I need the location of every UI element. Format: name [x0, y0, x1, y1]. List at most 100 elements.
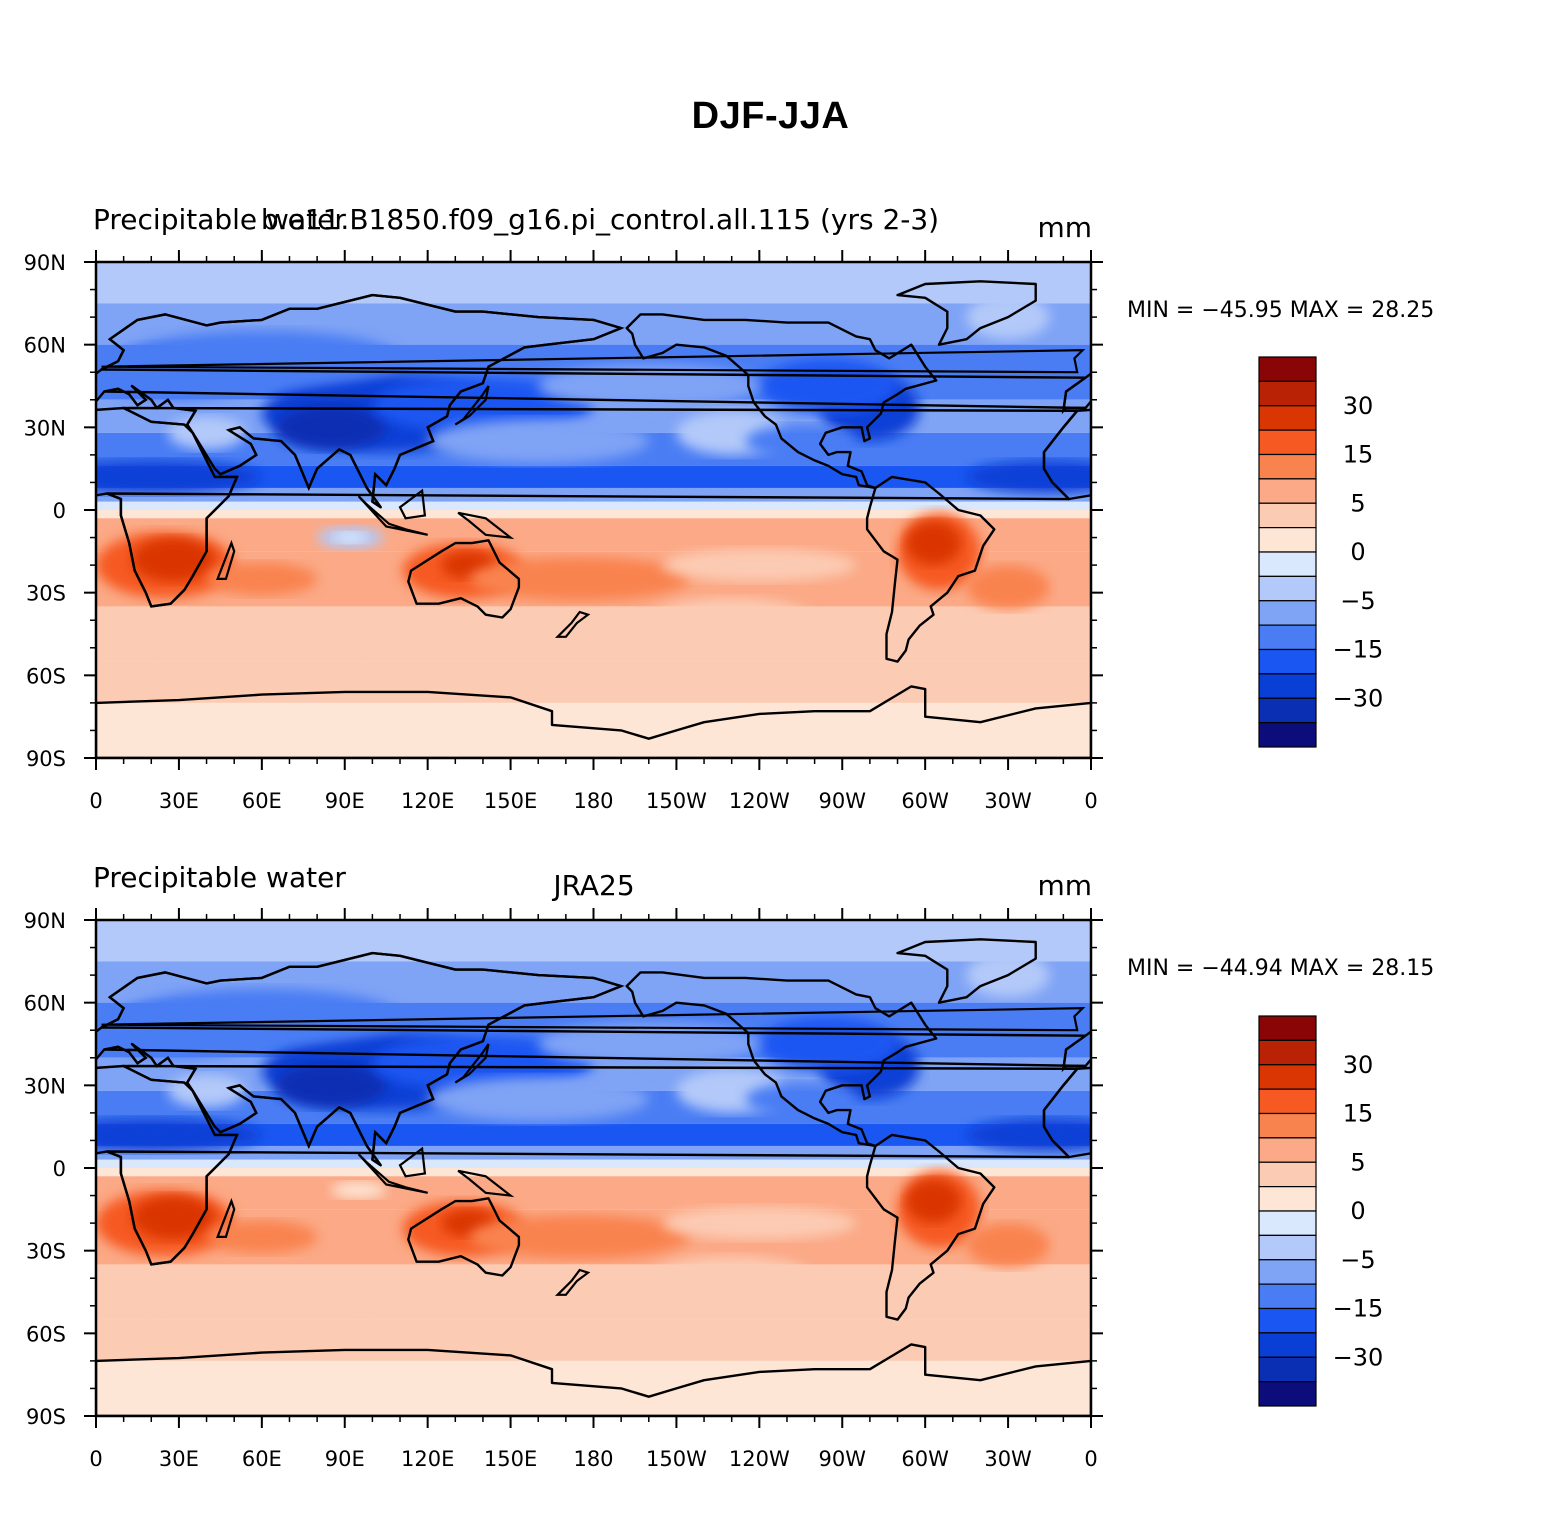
x-tick-label: 30W	[984, 789, 1032, 813]
y-tick-label: 30N	[24, 1074, 66, 1098]
x-tick-label: 0	[89, 1447, 102, 1471]
colorbar-label: −30	[1333, 1343, 1384, 1371]
y-tick-label: 60S	[26, 1322, 66, 1346]
colorbar-swatch	[1258, 429, 1317, 456]
colorbar-swatch	[1258, 1234, 1317, 1261]
x-tick-label: 150W	[646, 1447, 707, 1471]
x-tick-label: 120E	[401, 789, 454, 813]
colorbar-label: −15	[1333, 636, 1384, 664]
x-tick-label: 60W	[901, 1447, 949, 1471]
colorbar-swatch	[1258, 648, 1317, 675]
panel-variable-label: Precipitable water	[93, 203, 346, 236]
panel-case-label: b.e11.B1850.f09_g16.pi_control.all.115 (…	[261, 203, 939, 236]
panel-model: Precipitable water b.e11.B1850.f09_g16.p…	[24, 203, 1435, 813]
y-tick-label: 30S	[26, 1240, 66, 1264]
colorbar-label: −5	[1340, 587, 1375, 615]
y-tick-label: 60N	[24, 334, 66, 358]
x-tick-label: 120W	[729, 1447, 790, 1471]
x-tick-label: 90E	[325, 1447, 365, 1471]
colorbar-label: 5	[1350, 1148, 1365, 1176]
colorbar-swatch	[1258, 1137, 1317, 1163]
y-tick-label: 90N	[24, 251, 66, 275]
colorbar-swatch	[1258, 1210, 1317, 1236]
colorbar-swatch	[1258, 453, 1317, 480]
x-tick-label: 180	[573, 1447, 613, 1471]
map-area	[94, 918, 1093, 1418]
colorbar-swatch	[1258, 380, 1317, 407]
colorbar-swatch	[1258, 1381, 1317, 1407]
x-tick-label: 60W	[901, 789, 949, 813]
colorbar-swatch	[1258, 1161, 1317, 1188]
x-tick-label: 0	[1084, 789, 1097, 813]
y-tick-label: 90N	[24, 909, 66, 933]
colorbar-label: 5	[1350, 489, 1365, 517]
y-tick-label: 30N	[24, 416, 66, 440]
min-max-readout: MIN = −44.94 MAX = 28.15	[1127, 956, 1434, 981]
colorbar-swatch	[1258, 1283, 1317, 1310]
page-title: DJF-JJA	[691, 95, 850, 137]
y-tick-label: 60S	[26, 664, 66, 688]
map-axes: 0 30E 60E 90E 120E 150E 180 150W 120W 90W 60W 30W 0 9…	[24, 250, 1103, 813]
colorbar-swatch	[1258, 527, 1317, 553]
colorbar-swatch	[1258, 1112, 1317, 1139]
colorbar-swatch	[1258, 600, 1317, 626]
y-tick-label: 90S	[26, 1405, 66, 1429]
colorbar-label: −30	[1333, 684, 1384, 712]
x-tick-label: 150E	[484, 1447, 537, 1471]
x-tick-label: 180	[573, 789, 613, 813]
colorbar-swatch	[1258, 1064, 1317, 1090]
colorbar-swatch	[1258, 1356, 1317, 1383]
x-tick-label: 90W	[819, 1447, 867, 1471]
colorbar-label: 30	[1343, 1051, 1374, 1079]
colorbar-swatch	[1258, 502, 1317, 529]
x-tick-label: 150W	[646, 789, 707, 813]
panel-case-label: JRA25	[551, 869, 634, 902]
panel-reanalysis: Precipitable water JRA25 mm MIN = −44.94…	[24, 861, 1435, 1471]
colorbar-swatch	[1258, 1259, 1317, 1285]
colorbar: 30 15 5 0 −5 −15 −30	[1258, 1015, 1384, 1407]
x-tick-label: 30W	[984, 1447, 1032, 1471]
colorbar-label: 15	[1343, 1100, 1374, 1128]
colorbar-swatch	[1258, 356, 1317, 382]
min-max-readout: MIN = −45.95 MAX = 28.25	[1127, 298, 1434, 323]
map-axes: 0 30E 60E 90E 120E 150E 180 150W 120W 90W 60W 30W 09…	[24, 908, 1103, 1471]
colorbar-label: 0	[1350, 538, 1365, 566]
panel-units-label: mm	[1037, 869, 1092, 902]
panel-units-label: mm	[1037, 211, 1092, 244]
colorbar-swatch	[1258, 1186, 1317, 1212]
colorbar-label: 15	[1343, 441, 1374, 469]
y-tick-label: 60N	[24, 992, 66, 1016]
colorbar-label: −15	[1333, 1295, 1384, 1323]
y-tick-label: 0	[53, 1157, 66, 1181]
panel-variable-label: Precipitable water	[93, 861, 346, 894]
x-tick-label: 90E	[325, 789, 365, 813]
x-tick-label: 60E	[242, 1447, 282, 1471]
y-tick-label: 30S	[26, 582, 66, 606]
x-tick-label: 120W	[729, 789, 790, 813]
colorbar-swatch	[1258, 1015, 1317, 1041]
colorbar-swatch	[1258, 478, 1317, 504]
colorbar-swatch	[1258, 673, 1317, 699]
x-tick-label: 150E	[484, 789, 537, 813]
colorbar-swatch	[1258, 405, 1317, 431]
colorbar-swatch	[1258, 575, 1317, 602]
colorbar-label: −5	[1340, 1246, 1375, 1274]
colorbar-swatch	[1258, 1307, 1317, 1334]
x-tick-label: 30E	[159, 789, 199, 813]
y-tick-label: 90S	[26, 747, 66, 771]
x-tick-label: 60E	[242, 789, 282, 813]
colorbar: 30 15 5 0 −5 −15 −30	[1258, 356, 1384, 748]
colorbar-swatch	[1258, 722, 1317, 748]
map-area	[94, 260, 1093, 760]
x-tick-label: 0	[1084, 1447, 1097, 1471]
x-tick-label: 120E	[401, 1447, 454, 1471]
colorbar-swatch	[1258, 1088, 1317, 1115]
colorbar-swatch	[1258, 1039, 1317, 1066]
colorbar-swatch	[1258, 697, 1317, 724]
colorbar-swatch	[1258, 624, 1317, 651]
colorbar-swatch	[1258, 551, 1317, 577]
x-tick-label: 90W	[819, 789, 867, 813]
y-tick-label: 0	[53, 499, 66, 523]
colorbar-swatch	[1258, 1332, 1317, 1358]
